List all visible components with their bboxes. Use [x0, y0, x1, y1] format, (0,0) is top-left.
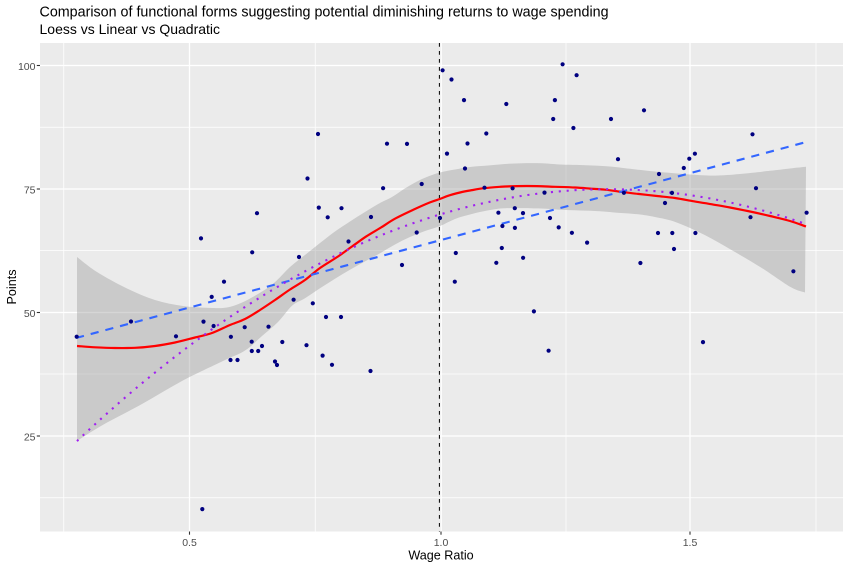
- svg-text:1.5: 1.5: [683, 537, 698, 549]
- svg-text:100: 100: [18, 61, 36, 73]
- svg-text:Wage Ratio: Wage Ratio: [408, 549, 473, 563]
- svg-text:25: 25: [24, 431, 36, 443]
- svg-text:0.5: 0.5: [182, 537, 197, 549]
- svg-text:Points: Points: [5, 269, 19, 304]
- svg-text:75: 75: [24, 184, 36, 196]
- svg-text:50: 50: [24, 308, 36, 320]
- svg-text:1.0: 1.0: [434, 537, 449, 549]
- svg-text:Comparison of functional forms: Comparison of functional forms suggestin…: [40, 5, 609, 21]
- svg-text:Loess vs Linear vs Quadratic: Loess vs Linear vs Quadratic: [40, 21, 221, 37]
